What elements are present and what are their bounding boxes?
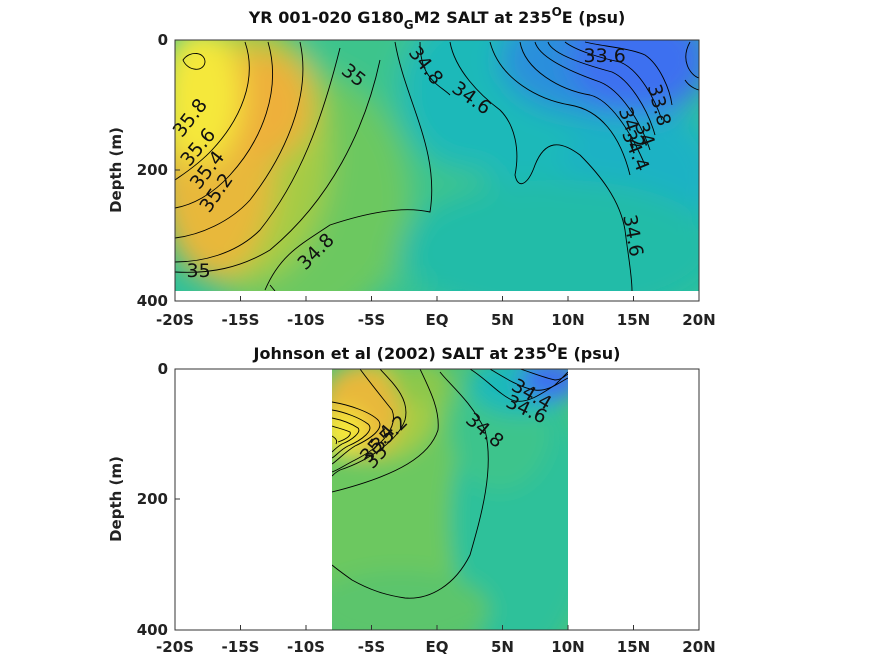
chart-title-top: YR 001-020 G180GM2 SALT at 235OE (psu) [248,5,626,32]
x-tick-label: -15S [222,638,260,656]
contour-label: 33.6 [584,45,626,67]
y-tick-label: 0 [158,31,168,49]
x-tick-label: 20N [682,638,715,656]
x-tick-label: 15N [617,638,650,656]
y-tick-label: 400 [137,292,168,310]
y-axis-label-top: Depth (m) [107,127,125,213]
contour-label: 35 [187,260,211,282]
axis-ticks-bottom [174,368,700,631]
x-tick-label: 15N [617,311,650,329]
x-tick-label: -20S [156,311,194,329]
contour-labels-top: 35.835.635.435.235 34.835 34.834.633.633.8… [169,42,675,282]
y-tick-labels-bottom: 0 200 400 [137,360,168,639]
salinity-field-top [175,40,699,291]
x-tick-label: 20N [682,311,715,329]
x-tick-label: -5S [358,311,385,329]
x-tick-label: EQ [426,311,449,329]
x-tick-labels-top: -20S -15S -10S -5S EQ 5N 10N 15N 20N [156,311,716,329]
x-tick-label: 5N [491,638,514,656]
y-tick-label: 200 [137,490,168,508]
salinity-field-bottom [332,369,568,630]
y-tick-label: 400 [137,621,168,639]
x-tick-label: -5S [358,638,385,656]
contours-bottom [332,369,568,599]
x-tick-labels-bottom: -20S -15S -10S -5S EQ 5N 10N 15N 20N [156,638,716,656]
x-tick-label: EQ [426,638,449,656]
y-tick-label: 200 [137,161,168,179]
chart-title-bottom: Johnson et al (2002) SALT at 235OE (psu) [253,341,621,363]
x-tick-label: 10N [551,638,584,656]
x-tick-label: -15S [222,311,260,329]
x-tick-label: -20S [156,638,194,656]
y-tick-labels-top: 0 200 400 [137,31,168,310]
panel-bottom: Johnson et al (2002) SALT at 235OE (psu) [107,341,716,656]
x-tick-label: 5N [491,311,514,329]
x-tick-label: -10S [287,638,325,656]
x-tick-label: 10N [551,311,584,329]
y-tick-label: 0 [158,360,168,378]
contours-top [175,41,699,291]
panel-top: YR 001-020 G180GM2 SALT at 235OE (psu) [107,5,716,329]
axis-ticks-top [174,39,700,302]
x-tick-label: -10S [287,311,325,329]
y-axis-label-bottom: Depth (m) [107,456,125,542]
